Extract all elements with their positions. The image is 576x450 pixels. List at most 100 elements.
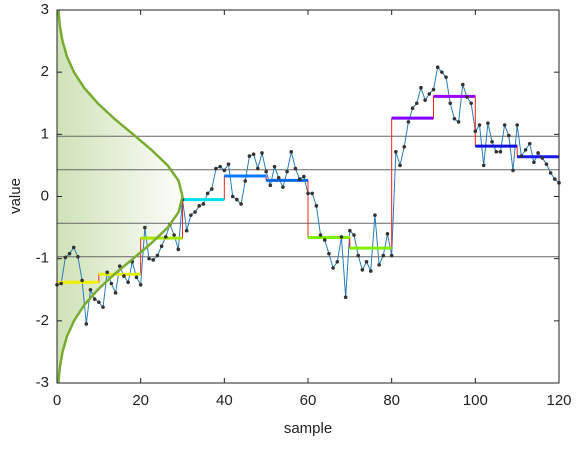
density-curve [57,9,184,384]
signal-marker [348,228,352,233]
signal-marker [498,149,503,154]
signal-marker [230,194,235,199]
signal-marker [297,177,302,181]
signal-marker [101,305,105,309]
signal-marker [322,238,327,242]
signal-marker [381,253,386,258]
signal-marker [360,268,365,272]
signal-marker [377,263,381,267]
signal-marker [205,191,210,196]
signal-marker [63,255,68,260]
signal-marker [310,191,314,196]
signal-marker [456,120,461,124]
signal-marker [314,204,319,208]
signal-marker [486,121,490,125]
signal-marker [272,164,277,169]
signal-marker [548,171,553,175]
signal-marker [373,213,377,217]
signal-marker [540,156,545,160]
signal-marker [281,185,285,189]
x-tick-label: 80 [383,392,400,409]
signal-marker [143,225,147,230]
signal-marker [88,287,93,292]
signal-marker [218,164,222,169]
signal-marker [214,166,218,171]
x-tick-label: 120 [546,392,571,409]
y-tick-label: 0 [41,187,49,204]
y-tick-label: -1 [36,250,49,267]
signal-marker [193,210,197,214]
signal-marker [76,255,80,259]
signal-marker [92,297,97,301]
signal-marker [84,322,89,326]
signal-marker [197,204,202,208]
signal-marker [243,179,248,183]
signal-marker [147,256,151,261]
signal-marker [389,253,394,258]
signal-marker [255,166,260,171]
signal-marker [276,176,281,180]
signal-marker [163,235,168,239]
signal-marker [126,280,130,285]
signal-marker [226,162,231,166]
signal-marker [306,191,310,196]
signal-marker [209,187,214,191]
x-tick-label: 100 [463,392,488,409]
y-tick-label: 2 [41,63,49,80]
y-tick-label: 1 [41,125,49,142]
signal-marker [251,152,256,157]
signal-marker [536,151,540,155]
x-tick-label: 0 [53,392,61,409]
signal-marker [477,123,482,127]
signal-marker [172,233,176,237]
signal-marker [460,82,465,87]
signal-marker [448,101,453,106]
signal-marker [523,148,528,152]
signal-marker [122,274,126,278]
signal-marker [544,162,549,166]
density-fill [57,10,183,383]
signal-marker [113,291,118,295]
signal-marker [80,278,84,283]
signal-marker [527,141,532,146]
signal-marker [473,129,478,134]
signal-marker [339,235,344,239]
signal-marker [239,202,243,206]
signal-marker [260,151,264,155]
signal-marker [385,232,390,236]
signal-marker [264,169,268,174]
signal-marker [97,300,101,304]
signal-marker [452,116,457,121]
signal-marker [502,123,507,127]
y-tick-label: -3 [36,374,49,391]
signal-marker [67,251,72,256]
x-axis-label: sample [284,420,332,437]
signal-marker [302,174,306,179]
signal-marker [465,95,469,99]
signal-marker [481,163,486,168]
signal-marker [134,275,139,280]
signal-marker [222,168,227,173]
signal-marker [532,160,536,165]
signal-marker [431,87,436,92]
signal-marker [176,247,181,252]
y-tick-label: -2 [36,312,49,329]
signal-marker [59,281,63,286]
signal-marker [519,154,524,158]
y-axis-label: value [7,178,24,214]
signal-marker [117,264,122,268]
signal-marker [318,233,323,237]
x-tick-label: 40 [216,392,233,409]
signal-marker [414,101,419,106]
signal-marker [155,253,160,258]
signal-marker [423,98,427,102]
signal-marker [364,259,369,264]
signal-marker [268,183,273,188]
signal-marker [490,139,494,144]
signal-marker [138,282,143,287]
signal-marker [159,244,164,249]
signal-marker [410,106,415,111]
signal-marker [289,149,294,154]
signal-marker [507,133,511,138]
